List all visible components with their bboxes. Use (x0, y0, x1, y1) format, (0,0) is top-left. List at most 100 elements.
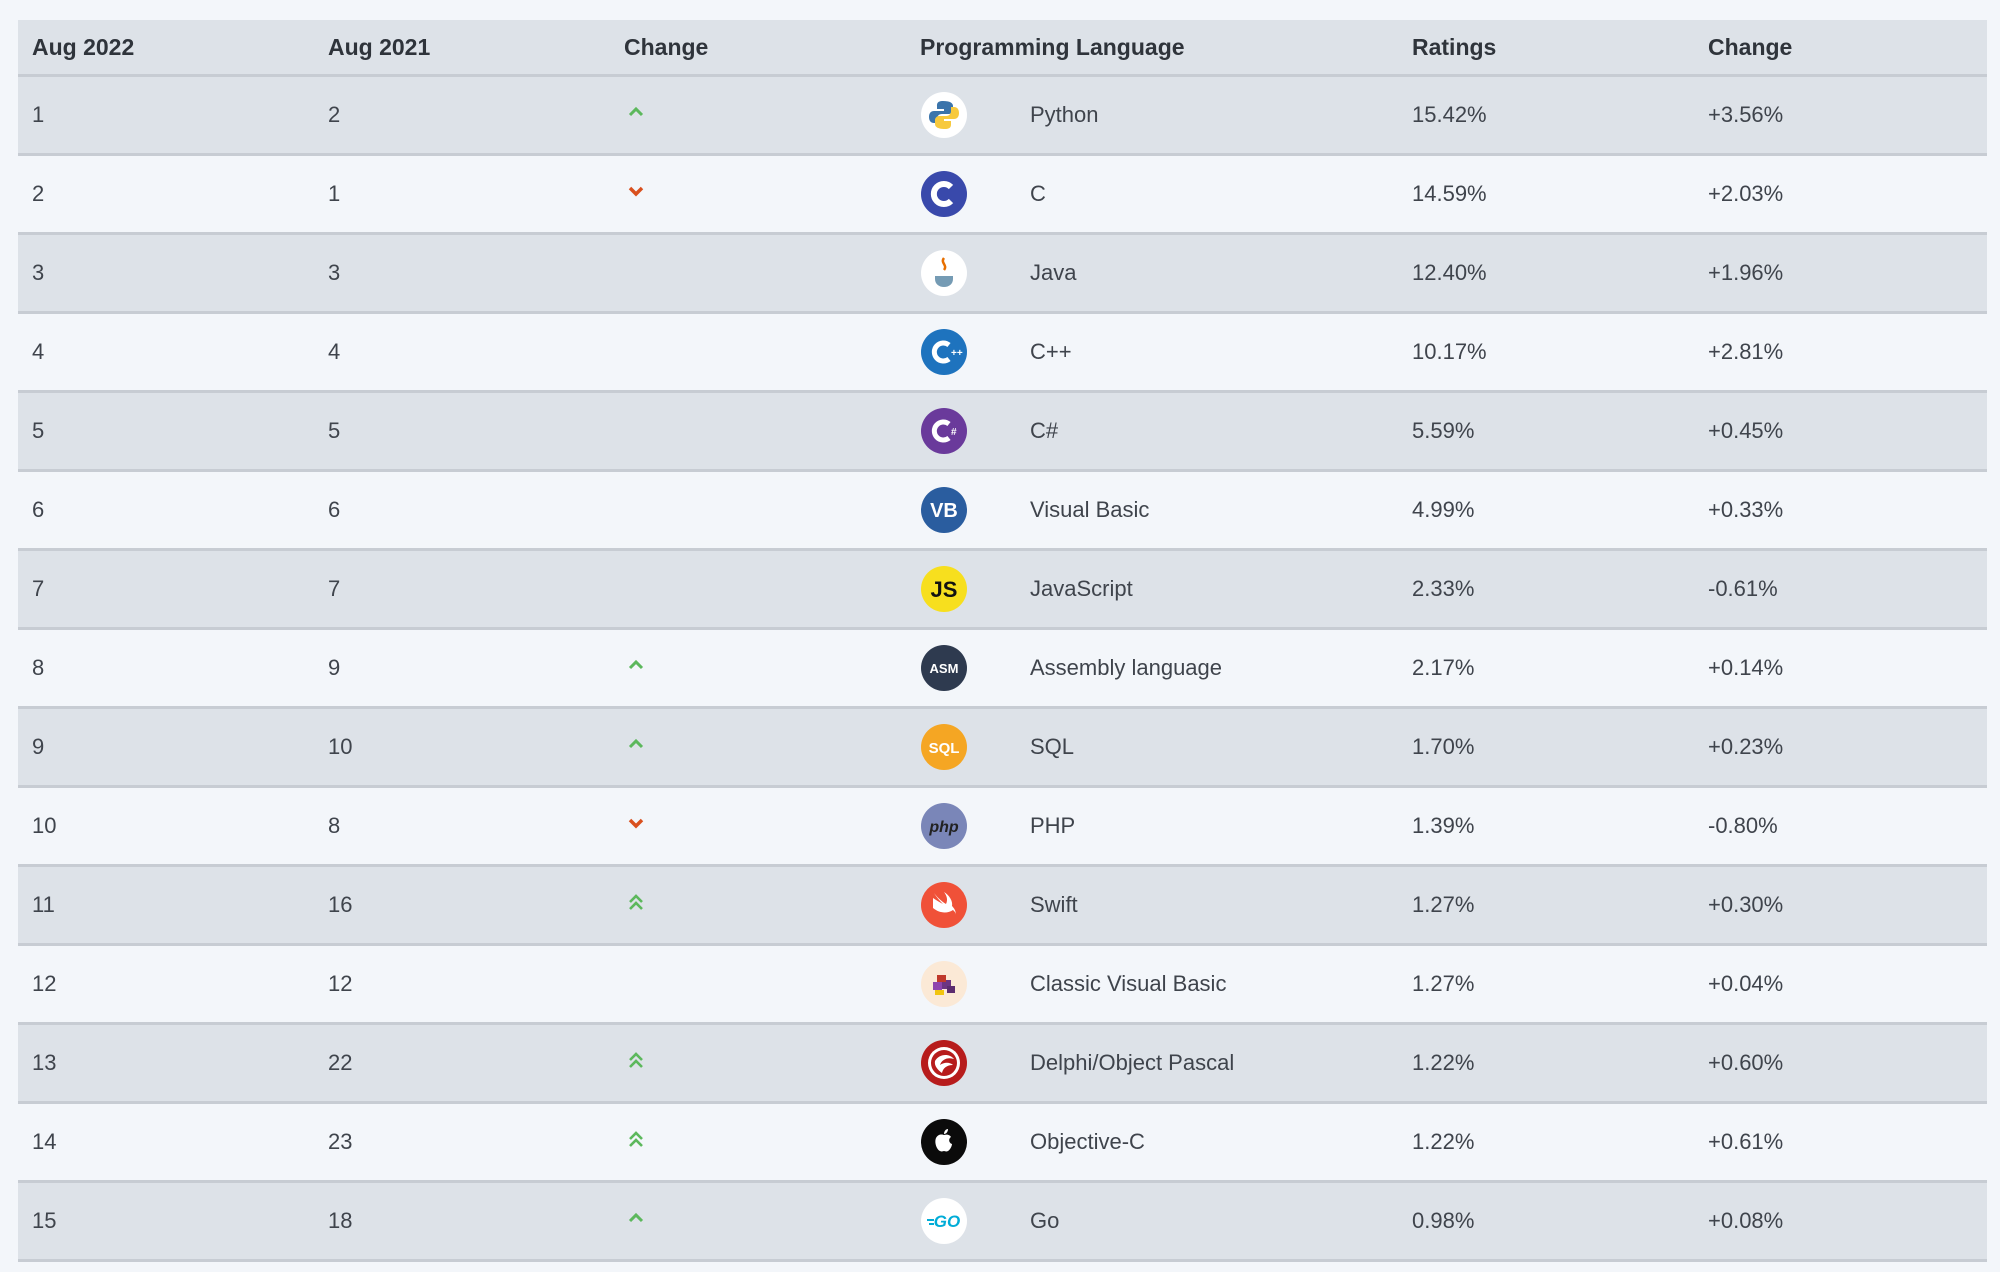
rank-previous: 22 (328, 1050, 353, 1075)
rank-current: 12 (32, 971, 57, 996)
sql-icon: SQL (920, 723, 968, 771)
language-cell: Java (906, 249, 1398, 297)
language-name: Delphi/Object Pascal (1030, 1050, 1235, 1075)
svg-text:ASM: ASM (930, 661, 959, 676)
language-name: Swift (1030, 892, 1078, 917)
rating-value: 1.70% (1412, 734, 1475, 759)
rating-value: 1.39% (1412, 813, 1475, 838)
language-name: SQL (1030, 734, 1075, 759)
table-row: 4 4 ++ C++ 10.17% +2.81% (18, 314, 1987, 393)
rank-current: 11 (32, 892, 55, 917)
rank-change (610, 891, 906, 919)
header-programming-language: Programming Language (920, 33, 1185, 60)
visual-basic-icon: VB (920, 486, 968, 534)
ranking-table: Aug 2022 Aug 2021 Change Programming Lan… (18, 20, 1987, 1262)
delphi-icon (920, 1039, 968, 1087)
rating-change: -0.61% (1708, 576, 1778, 601)
rating-change: +1.96% (1708, 260, 1784, 285)
language-cell: VB Visual Basic (906, 486, 1398, 534)
javascript-icon: JS (920, 565, 968, 613)
rating-value: 1.27% (1412, 971, 1475, 996)
header-change: Change (624, 33, 709, 60)
rank-change (610, 1049, 906, 1077)
table-row: 14 23 Objective-C 1.22% +0.61% (18, 1104, 1987, 1183)
language-name: Visual Basic (1030, 497, 1150, 522)
language-name: C (1030, 181, 1046, 206)
language-cell: Swift (906, 881, 1398, 929)
rank-current: 8 (32, 655, 45, 680)
header-ratings: Ratings (1412, 33, 1497, 60)
double-arrow-up-icon (624, 1051, 648, 1076)
rating-value: 12.40% (1412, 260, 1487, 285)
table-row: 3 3 Java 12.40% +1.96% (18, 235, 1987, 314)
rank-current: 4 (32, 339, 45, 364)
rank-change (610, 1128, 906, 1156)
rating-change: +3.56% (1708, 102, 1784, 127)
svg-text:VB: VB (930, 500, 958, 522)
language-cell: GO Go (906, 1197, 1398, 1245)
double-arrow-up-icon (624, 893, 648, 918)
rank-previous: 8 (328, 813, 341, 838)
rank-previous: 12 (328, 971, 353, 996)
rating-value: 4.99% (1412, 497, 1475, 522)
rank-previous: 18 (328, 1208, 353, 1233)
rank-current: 3 (32, 260, 45, 285)
language-cell: JS JavaScript (906, 565, 1398, 613)
language-cell: Delphi/Object Pascal (906, 1039, 1398, 1087)
language-name: C# (1030, 418, 1059, 443)
rank-change (610, 101, 906, 129)
rating-change: +0.30% (1708, 892, 1784, 917)
swift-icon (920, 881, 968, 929)
language-cell: Python (906, 91, 1398, 139)
rank-current: 13 (32, 1050, 57, 1075)
rank-previous: 4 (328, 339, 341, 364)
svg-text:++: ++ (951, 348, 963, 359)
rank-previous: 10 (328, 734, 353, 759)
rank-previous: 23 (328, 1129, 353, 1154)
arrow-up-icon (624, 1209, 648, 1234)
arrow-down-icon (624, 182, 648, 207)
rating-change: +0.04% (1708, 971, 1784, 996)
rank-change (610, 180, 906, 208)
c-icon (920, 170, 968, 218)
classic-visual-basic-icon (920, 960, 968, 1008)
rank-change (610, 654, 906, 682)
rating-value: 0.98% (1412, 1208, 1475, 1233)
language-cell: SQL SQL (906, 723, 1398, 771)
rank-current: 15 (32, 1208, 57, 1233)
language-cell: # C# (906, 407, 1398, 455)
rating-change: +2.81% (1708, 339, 1784, 364)
rating-change: +0.33% (1708, 497, 1784, 522)
rank-previous: 7 (328, 576, 341, 601)
rank-change (610, 733, 906, 761)
language-cell: ++ C++ (906, 328, 1398, 376)
rating-value: 1.27% (1412, 892, 1475, 917)
rating-change: +0.45% (1708, 418, 1784, 443)
rating-change: +0.60% (1708, 1050, 1784, 1075)
go-icon: GO (920, 1197, 968, 1245)
svg-text:php: php (928, 819, 959, 836)
rating-value: 10.17% (1412, 339, 1487, 364)
table-row: 8 9 ASM Assembly language 2.17% +0.14% (18, 630, 1987, 709)
language-cell: C (906, 170, 1398, 218)
rating-value: 2.33% (1412, 576, 1475, 601)
language-name: C++ (1030, 339, 1072, 364)
rank-previous: 3 (328, 260, 341, 285)
arrow-up-icon (624, 735, 648, 760)
language-name: Python (1030, 102, 1099, 127)
rank-previous: 6 (328, 497, 341, 522)
header-change-percent: Change (1708, 33, 1793, 60)
rank-previous: 16 (328, 892, 353, 917)
arrow-down-icon (624, 814, 648, 839)
svg-text:GO: GO (934, 1212, 960, 1231)
rating-value: 14.59% (1412, 181, 1487, 206)
rank-current: 14 (32, 1129, 57, 1154)
table-row: 7 7 JS JavaScript 2.33% -0.61% (18, 551, 1987, 630)
table-row: 2 1 C 14.59% +2.03% (18, 156, 1987, 235)
svg-text:#: # (951, 427, 957, 438)
table-header: Aug 2022 Aug 2021 Change Programming Lan… (18, 20, 1987, 77)
table-row: 15 18 GO Go 0.98% +0.08% (18, 1183, 1987, 1262)
rank-previous: 5 (328, 418, 341, 443)
rank-current: 10 (32, 813, 57, 838)
rank-current: 2 (32, 181, 45, 206)
